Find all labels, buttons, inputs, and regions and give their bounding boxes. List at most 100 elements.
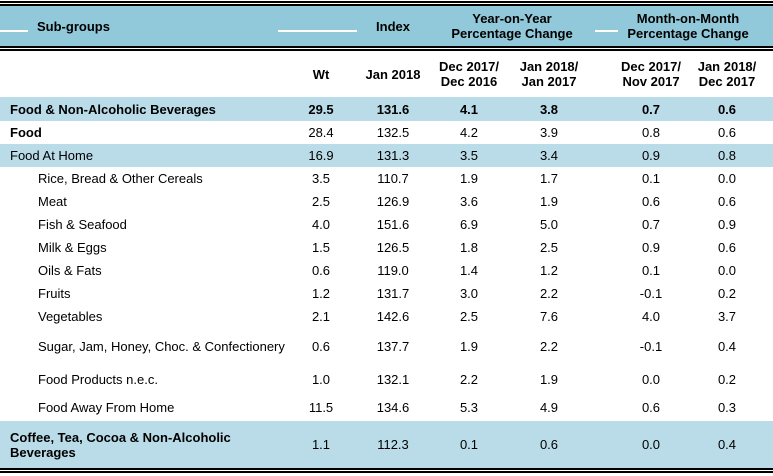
cell-yoy-1: 0.1: [459, 437, 479, 452]
cell-mom-1: 0.7: [641, 101, 661, 117]
cell-wt: 1.2: [311, 286, 331, 301]
cell-yoy-1: 3.6: [459, 194, 479, 209]
cell-wt: 1.0: [311, 371, 331, 387]
row-label: Coffee, Tea, Cocoa & Non-Alcoholic Bever…: [10, 429, 231, 460]
cell-mom-2: 0.4: [717, 437, 737, 452]
cell-yoy-1: 3.5: [459, 148, 479, 163]
table-row: Fish & Seafood 4.0 151.6 6.9 5.0 0.7 0.9: [0, 213, 773, 236]
cell-wt: 28.4: [308, 125, 334, 140]
period-subheader-row: Wt Jan 2018 Dec 2017/ Dec 2016 Jan 2018/…: [0, 51, 773, 97]
table-row: Food 28.4 132.5 4.2 3.9 0.8 0.6: [0, 121, 773, 144]
row-label: Food & Non-Alcoholic Beverages: [10, 101, 216, 117]
cell-wt: 0.6: [311, 263, 331, 278]
cell-yoy-2: 3.8: [539, 101, 559, 117]
cell-index: 142.6: [376, 309, 410, 324]
cell-yoy-2: 4.9: [539, 399, 559, 415]
table-row: Meat 2.5 126.9 3.6 1.9 0.6 0.6: [0, 190, 773, 213]
cell-mom-2: 0.3: [717, 399, 737, 415]
row-label: Rice, Bread & Other Cereals: [38, 171, 203, 186]
cell-mom-1: 0.0: [641, 371, 661, 387]
table-row: Food Away From Home 11.5 134.6 5.3 4.9 0…: [0, 393, 773, 421]
cell-mom-1: 0.7: [641, 217, 661, 232]
table-row: Vegetables 2.1 142.6 2.5 7.6 4.0 3.7: [0, 305, 773, 328]
cell-mom-2: 3.7: [717, 309, 737, 324]
cell-wt: 3.5: [311, 171, 331, 186]
cell-mom-1: -0.1: [639, 339, 663, 354]
cell-yoy-1: 1.8: [459, 240, 479, 255]
cell-yoy-2: 7.6: [539, 309, 559, 324]
cell-mom-1: 0.1: [641, 171, 661, 186]
row-label: Food: [10, 125, 42, 140]
header-white-dash: [595, 30, 618, 32]
cell-yoy-1: 2.2: [459, 371, 479, 387]
row-label: Sugar, Jam, Honey, Choc. & Confectionery: [38, 339, 285, 354]
cell-wt: 4.0: [311, 217, 331, 232]
cell-yoy-1: 5.3: [459, 399, 479, 415]
cell-mom-2: 0.6: [717, 240, 737, 255]
table-row: Coffee, Tea, Cocoa & Non-Alcoholic Bever…: [0, 421, 773, 468]
cell-wt: 1.1: [311, 437, 331, 452]
row-label: Fish & Seafood: [38, 217, 127, 232]
cell-wt: 2.1: [311, 309, 331, 324]
table-row: Fruits 1.2 131.7 3.0 2.2 -0.1 0.2: [0, 282, 773, 305]
cell-yoy-2: 1.7: [539, 171, 559, 186]
cell-yoy-2: 0.6: [539, 437, 559, 452]
table-row: Sugar, Jam, Honey, Choc. & Confectionery…: [0, 328, 773, 365]
cell-index: 131.7: [376, 286, 410, 301]
table-row: Rice, Bread & Other Cereals 3.5 110.7 1.…: [0, 167, 773, 190]
cell-mom-1: 0.8: [641, 125, 661, 140]
table-header-band: Sub-groups Index Year-on-Year Percentage…: [0, 6, 773, 46]
cell-yoy-1: 1.9: [459, 171, 479, 186]
cell-wt: 16.9: [308, 148, 334, 163]
cell-index: 126.5: [376, 240, 410, 255]
cell-yoy-1: 3.0: [459, 286, 479, 301]
cell-index: 132.1: [376, 371, 410, 387]
table-row: Food & Non-Alcoholic Beverages 29.5 131.…: [0, 97, 773, 121]
cell-yoy-1: 4.1: [459, 101, 479, 117]
cell-index: 112.3: [377, 437, 409, 452]
cell-mom-2: 0.6: [717, 101, 737, 117]
column-header-yoy-dec: Dec 2017/ Dec 2016: [439, 59, 499, 89]
cell-wt: 29.5: [308, 101, 334, 117]
cell-mom-2: 0.9: [717, 217, 737, 232]
cell-index: 110.7: [377, 171, 409, 186]
column-header-yoy-jan: Jan 2018/ Jan 2017: [519, 59, 579, 89]
column-header-wt: Wt: [312, 66, 330, 82]
cell-mom-2: 0.6: [717, 125, 737, 140]
table-row: Milk & Eggs 1.5 126.5 1.8 2.5 0.9 0.6: [0, 236, 773, 259]
cell-mom-1: 0.9: [641, 240, 661, 255]
cell-index: 132.5: [376, 125, 410, 140]
row-label: Fruits: [38, 286, 71, 301]
cell-yoy-2: 1.9: [539, 371, 559, 387]
row-label: Meat: [38, 194, 67, 209]
cell-yoy-2: 1.9: [539, 194, 559, 209]
cell-mom-1: 0.1: [641, 263, 661, 278]
cell-yoy-1: 2.5: [459, 309, 479, 324]
cell-index: 151.6: [376, 217, 410, 232]
column-header-jan2018: Jan 2018: [365, 66, 421, 82]
row-label: Oils & Fats: [38, 263, 102, 278]
cell-mom-1: -0.1: [639, 286, 663, 301]
cell-mom-2: 0.8: [717, 148, 737, 163]
cell-yoy-1: 6.9: [459, 217, 479, 232]
cell-yoy-1: 4.2: [459, 125, 479, 140]
row-label: Food Products n.e.c.: [38, 371, 158, 387]
cell-yoy-2: 3.4: [539, 148, 559, 163]
cell-yoy-2: 1.2: [539, 263, 559, 278]
cell-index: 134.6: [376, 399, 410, 415]
cell-wt: 0.6: [311, 339, 331, 354]
bottom-double-rule: [0, 468, 773, 473]
column-header-mom-dec: Dec 2017/ Nov 2017: [621, 59, 681, 89]
cell-yoy-2: 2.2: [539, 286, 559, 301]
cell-yoy-2: 2.5: [539, 240, 559, 255]
column-group-yoy: Year-on-Year Percentage Change: [451, 11, 573, 41]
row-label: Milk & Eggs: [38, 240, 107, 255]
column-header-subgroups: Sub-groups: [37, 18, 110, 34]
row-label: Food At Home: [10, 148, 94, 163]
header-white-dash: [0, 30, 28, 32]
cell-mom-2: 0.0: [717, 263, 737, 278]
header-white-dash: [278, 30, 357, 32]
cell-index: 126.9: [376, 194, 410, 209]
cell-mom-1: 0.0: [641, 437, 661, 452]
cell-index: 131.3: [376, 148, 410, 163]
